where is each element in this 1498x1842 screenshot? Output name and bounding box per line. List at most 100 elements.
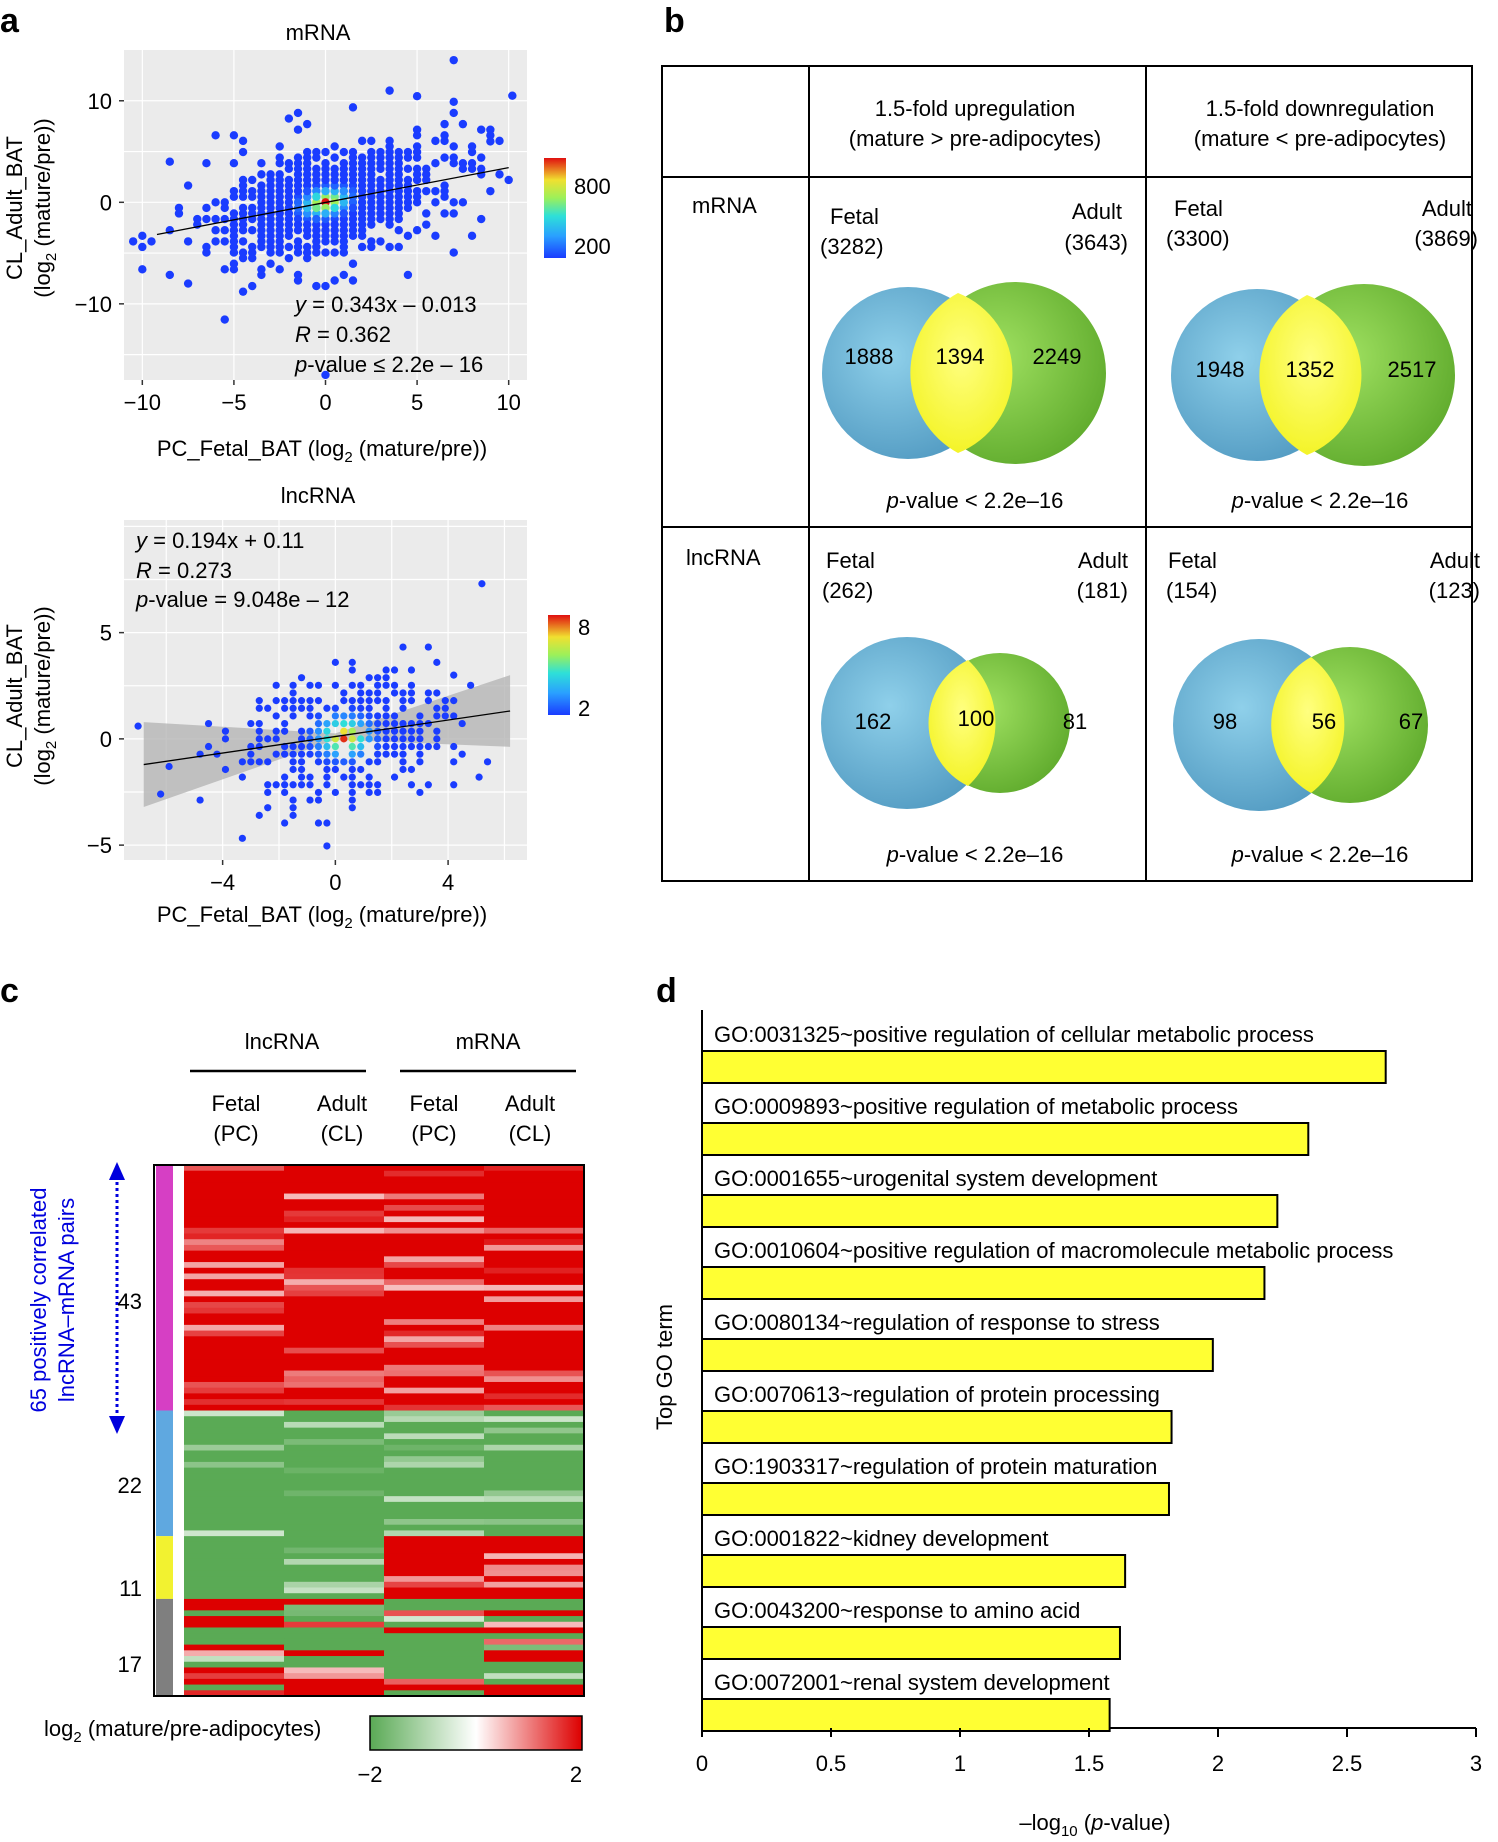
venn-overlap-count: 100	[958, 706, 995, 731]
heatmap-cell	[184, 1376, 285, 1383]
heatmap-cell	[484, 1319, 585, 1326]
heatmap-cell	[284, 1399, 385, 1406]
heatmap-legend-label: log2 (mature/pre-adipocytes)	[44, 1716, 321, 1746]
data-point	[323, 704, 331, 712]
data-point	[477, 164, 486, 173]
data-point	[495, 170, 504, 179]
data-point	[128, 237, 138, 246]
heatmap-cell	[184, 1656, 285, 1663]
heatmap-cell	[284, 1627, 385, 1634]
data-point	[365, 697, 373, 705]
heatmap-cell	[284, 1376, 385, 1383]
venn-table: 1.5-fold upregulation (mature > pre-adip…	[661, 65, 1480, 882]
heatmap-cell	[284, 1690, 385, 1697]
data-point	[486, 131, 495, 140]
data-point	[264, 781, 272, 789]
data-point	[331, 719, 339, 728]
data-point	[374, 697, 382, 705]
heatmap-cell	[484, 1541, 585, 1549]
heatmap-cell	[184, 1484, 285, 1492]
column-header-down-line1: 1.5-fold downregulation	[1206, 96, 1435, 121]
data-point	[357, 681, 365, 689]
heatmap-cell	[384, 1302, 485, 1309]
heatmap-cell	[484, 1507, 585, 1514]
data-point	[348, 214, 358, 224]
heatmap-cell	[284, 1187, 385, 1195]
data-point	[357, 704, 365, 712]
data-point	[508, 91, 517, 100]
heatmap-cell	[184, 1267, 285, 1275]
data-point	[306, 773, 314, 781]
data-point	[382, 712, 390, 720]
heatmap-cell	[384, 1193, 485, 1200]
heatmap-cell	[484, 1302, 585, 1309]
data-point	[365, 758, 373, 766]
venn-right-only-count: 81	[1063, 709, 1087, 734]
data-point	[348, 231, 358, 241]
data-point	[204, 719, 213, 728]
data-point	[255, 727, 263, 735]
heatmap-cell	[184, 1404, 285, 1412]
data-point	[365, 773, 373, 781]
heatmap-cell	[284, 1644, 385, 1651]
x-tick-label: 10	[496, 390, 520, 415]
heatmap-cell	[384, 1667, 485, 1674]
data-point	[365, 689, 373, 697]
heatmap-cell	[284, 1479, 385, 1486]
data-point	[289, 689, 297, 697]
heatmap-cell	[484, 1461, 585, 1469]
heatmap-cell	[184, 1633, 285, 1640]
heatmap-cell	[184, 1296, 285, 1303]
data-point	[321, 281, 330, 291]
heatmap-cell	[284, 1513, 385, 1520]
heatmap-cell	[484, 1644, 585, 1651]
heatmap-cell	[484, 1204, 585, 1212]
data-point	[399, 643, 407, 651]
heatmap-cell	[484, 1490, 585, 1497]
heatmap-cell	[284, 1370, 385, 1377]
column-label-line1: Fetal	[212, 1091, 261, 1116]
lncrna-p-value: p-value = 9.048e – 12	[135, 587, 349, 612]
mrna-equation: y = 0.343x – 0.013	[293, 292, 477, 317]
data-point	[412, 92, 422, 101]
data-point	[394, 226, 403, 235]
heatmap-cell	[184, 1284, 285, 1292]
heatmap-cell	[384, 1279, 485, 1286]
data-point	[348, 697, 356, 705]
data-point	[374, 742, 382, 751]
data-point	[247, 758, 255, 766]
data-point	[293, 153, 303, 162]
data-point	[407, 742, 416, 751]
data-point	[314, 681, 323, 689]
heatmap-cell	[384, 1370, 485, 1377]
heatmap-cell	[184, 1416, 285, 1423]
heatmap-cell	[184, 1307, 285, 1315]
data-point	[449, 248, 458, 257]
heatmap-cell	[184, 1530, 285, 1537]
data-point	[440, 119, 449, 129]
heatmap-cell	[484, 1564, 585, 1571]
data-point	[390, 689, 399, 697]
lncrna-points	[134, 580, 492, 850]
data-point	[204, 742, 213, 751]
heatmap-cell	[184, 1336, 285, 1343]
data-point	[312, 214, 321, 224]
panel-label-b: b	[664, 2, 685, 40]
data-point	[147, 237, 156, 246]
data-point	[486, 137, 495, 146]
data-point	[367, 209, 376, 218]
data-point	[238, 834, 246, 842]
data-point	[255, 735, 263, 743]
data-point	[441, 712, 449, 720]
heatmap-cell	[384, 1530, 485, 1537]
data-point	[302, 153, 312, 162]
data-point	[458, 198, 468, 207]
heatmap-cell	[384, 1239, 485, 1246]
heatmap-cell	[284, 1439, 385, 1446]
data-point	[399, 719, 407, 728]
venn-overlap-count: 1352	[1286, 357, 1335, 382]
data-point	[339, 198, 349, 207]
data-point	[314, 758, 323, 766]
data-point	[255, 697, 263, 705]
heatmap-cell	[284, 1364, 385, 1372]
